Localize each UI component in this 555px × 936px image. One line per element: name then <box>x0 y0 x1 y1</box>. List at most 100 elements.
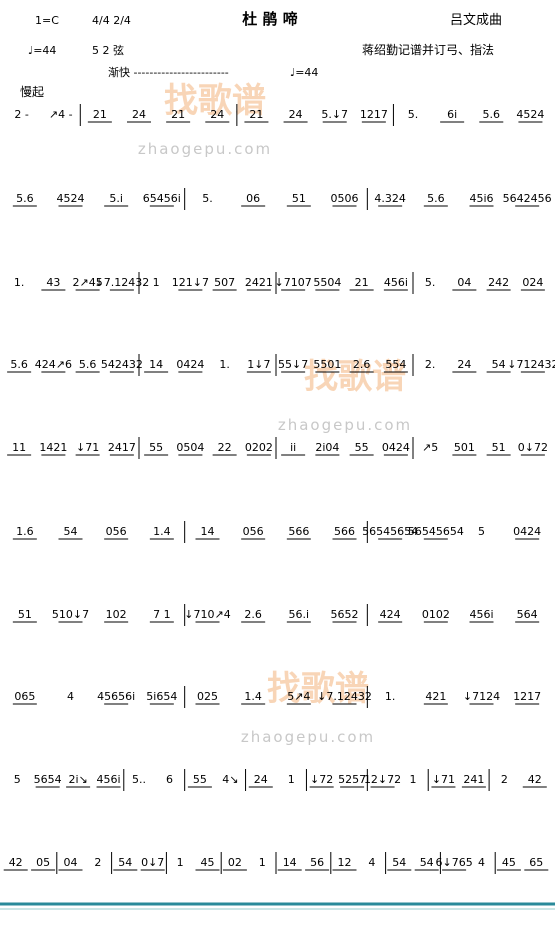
note-group: 24 <box>132 108 146 121</box>
note-group: 42 <box>528 773 542 786</box>
note-group: 02 <box>228 856 242 869</box>
note-group: 42 <box>9 856 23 869</box>
note-group: 0↓7 <box>141 856 164 869</box>
note-group: 55 <box>193 773 207 786</box>
watermark-logo: 找歌谱 <box>267 669 369 709</box>
note-group: 4↘ <box>222 773 238 786</box>
note-group: 56545654 <box>408 525 464 538</box>
note-group: 04 <box>64 856 78 869</box>
note-group: ↗4 - <box>49 108 73 121</box>
note-group: 65 <box>529 856 543 869</box>
note-group: 564 <box>517 608 538 621</box>
note-group: 56545654 <box>362 525 418 538</box>
watermark-logo: 找歌谱 <box>304 357 406 397</box>
note-group: 24 <box>254 773 268 786</box>
note-group: 0424 <box>382 441 410 454</box>
note-group: 566 <box>288 525 309 538</box>
note-group: 065 <box>14 690 35 703</box>
note-group: 4.324 <box>374 192 406 205</box>
note-group: 2.6 <box>244 608 262 621</box>
note-group: 1217 <box>513 690 541 703</box>
note-group: 5i654 <box>146 690 177 703</box>
note-group: ↓7107 <box>275 276 312 289</box>
note-group: 51 <box>18 608 32 621</box>
note-group: 421 <box>425 690 446 703</box>
note-group: 121↓7 <box>172 276 209 289</box>
note-group: 5. <box>408 108 419 121</box>
note-group: 14 <box>201 525 215 538</box>
note-group: 566 <box>334 525 355 538</box>
note-group: 456i <box>384 276 408 289</box>
note-group: 1 <box>153 276 160 289</box>
note-group: ↓71 <box>76 441 99 454</box>
watermark-logo: 找歌谱 <box>164 81 266 121</box>
note-group: 7 1 <box>153 608 171 621</box>
note-group: 12 <box>338 856 352 869</box>
note-group: 5257 <box>338 773 366 786</box>
note-group: 12↓72 <box>364 773 401 786</box>
composer: 吕文成曲 <box>450 13 502 28</box>
credit: 蒋绍勤记谱并订弓、指法 <box>362 42 494 57</box>
note-group: 1 <box>177 856 184 869</box>
note-group: 54 <box>118 856 132 869</box>
note-group: 1.4 <box>244 690 262 703</box>
note-group: 424↗6 <box>35 358 72 371</box>
note-group: 5504 <box>313 276 341 289</box>
note-group: 2 <box>501 773 508 786</box>
note-group: 0↓72 <box>518 441 548 454</box>
note-group: 22 <box>218 441 232 454</box>
note-group: 45i6 <box>469 192 493 205</box>
note-group: 0102 <box>422 608 450 621</box>
note-group: 2417 <box>108 441 136 454</box>
note-group: 501 <box>454 441 475 454</box>
note-group: 5642456 <box>503 192 552 205</box>
note-group: ↓7124 <box>463 690 500 703</box>
tempo: ♩=44 <box>290 66 318 79</box>
note-group: 5.i <box>109 192 123 205</box>
note-group: ↓7.12432 <box>317 690 372 703</box>
note-group: 2 <box>94 856 101 869</box>
note-group: ↓71 <box>432 773 455 786</box>
title: 杜 鹃 啼 <box>242 10 297 28</box>
strings: 5 2 弦 <box>92 43 124 57</box>
note-group: 102 <box>106 608 127 621</box>
note-group: 06 <box>246 192 260 205</box>
note-group: 456i <box>97 773 121 786</box>
note-group: 24 <box>457 358 471 371</box>
note-group: 424 <box>380 608 401 621</box>
note-group: 6 <box>166 773 173 786</box>
note-group: 54 <box>64 525 78 538</box>
note-group: 1 <box>259 856 266 869</box>
note-group: 0424 <box>513 525 541 538</box>
note-group: 56 <box>310 856 324 869</box>
note-group: 5.6 <box>10 358 28 371</box>
tempo: ♩=44 <box>28 44 56 57</box>
note-group: 4 <box>478 856 485 869</box>
note-group: 1.4 <box>153 525 171 538</box>
accel: 渐快 ------------------------ <box>108 65 229 79</box>
note-group: 5 <box>478 525 485 538</box>
note-group: 2421 <box>245 276 273 289</box>
note-group: 241 <box>463 773 484 786</box>
note-group: 21 <box>171 108 185 121</box>
note-group: 04 <box>457 276 471 289</box>
note-group: 024 <box>522 276 543 289</box>
score: 2 - ↗4 -21 24 21 24 21 24 5.↓7 1217 5. 6i 5.6 45245.… <box>3 104 555 874</box>
note-group: 2i04 <box>315 441 339 454</box>
note-group: 5 <box>14 773 21 786</box>
note-group: 0424 <box>176 358 204 371</box>
note-group: 14 <box>283 856 297 869</box>
note-group: 025 <box>197 690 218 703</box>
note-group: ↓72 <box>310 773 333 786</box>
note-group: 6↓765 <box>435 856 472 869</box>
note-group: 11 <box>12 441 26 454</box>
note-group: 43 <box>46 276 60 289</box>
note-group: 55↓7 <box>278 358 308 371</box>
note-group: 2. <box>425 358 436 371</box>
note-group: ↓710↗4 <box>184 608 230 621</box>
note-group: 507 <box>214 276 235 289</box>
note-group: 5.6 <box>16 192 34 205</box>
note-group: 2i↘ <box>68 773 87 786</box>
